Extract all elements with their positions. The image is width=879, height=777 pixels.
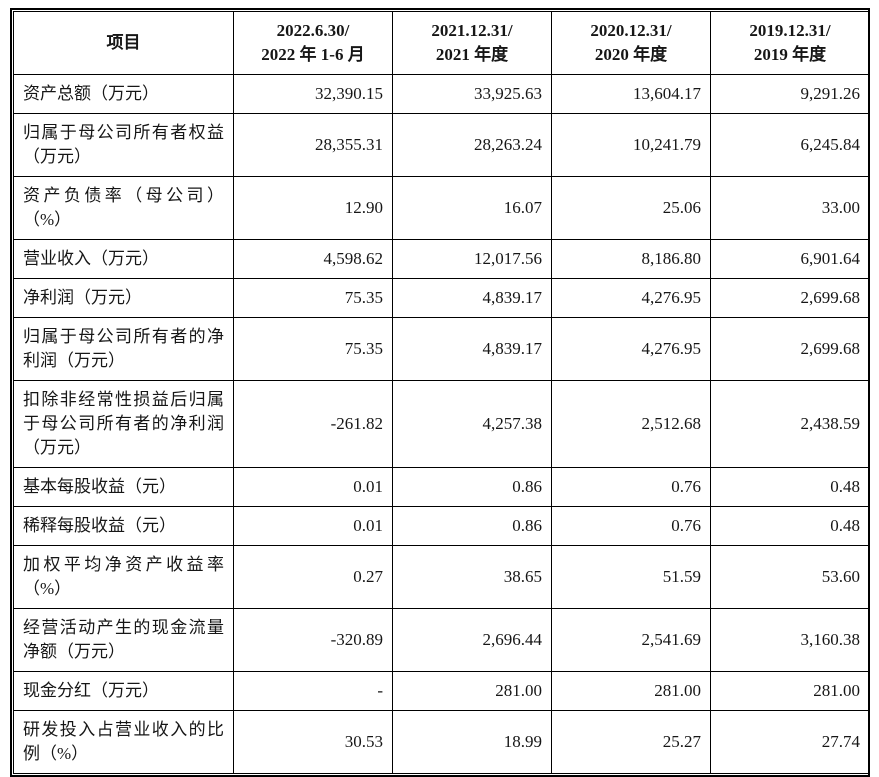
value-cell: 16.07 [392,176,552,240]
value-cell: 4,839.17 [392,278,552,318]
value-cell: 25.06 [551,176,711,240]
value-cell: 2,541.69 [551,608,711,672]
header-period-2020-date: 2020.12.31/ [590,21,672,40]
header-period-2021-date: 2021.12.31/ [431,21,513,40]
value-cell: 4,276.95 [551,317,711,381]
table-row-diluted-eps: 稀释每股收益（元） 0.01 0.86 0.76 0.48 [13,506,870,546]
header-period-2019-date: 2019.12.31/ [749,21,831,40]
value-cell: 9,291.26 [710,74,870,114]
value-cell: 281.00 [710,671,870,711]
value-cell: 53.60 [710,545,870,609]
value-cell: 2,699.68 [710,278,870,318]
value-cell: 32,390.15 [233,74,393,114]
value-cell: 0.76 [551,467,711,507]
value-cell: 0.27 [233,545,393,609]
row-label: 净利润（万元） [13,278,234,318]
row-label: 营业收入（万元） [13,239,234,279]
row-label: 资产总额（万元） [13,74,234,114]
value-cell: 30.53 [233,710,393,774]
value-cell: 6,901.64 [710,239,870,279]
row-label: 归属于母公司所有者的净利润（万元） [13,317,234,381]
value-cell: 4,276.95 [551,278,711,318]
value-cell: 28,355.31 [233,113,393,177]
value-cell: 0.01 [233,506,393,546]
value-cell: 3,160.38 [710,608,870,672]
value-cell: 8,186.80 [551,239,711,279]
value-cell: 12,017.56 [392,239,552,279]
header-period-2022: 2022.6.30/ 2022 年 1-6 月 [233,11,393,75]
header-period-2019: 2019.12.31/ 2019 年度 [710,11,870,75]
header-period-2020: 2020.12.31/ 2020 年度 [551,11,711,75]
value-cell: 2,696.44 [392,608,552,672]
value-cell: 2,512.68 [551,380,711,468]
table-row-rd-ratio: 研发投入占营业收入的比例（%） 30.53 18.99 25.27 27.74 [13,710,870,774]
value-cell: -320.89 [233,608,393,672]
table-row-revenue: 营业收入（万元） 4,598.62 12,017.56 8,186.80 6,9… [13,239,870,279]
value-cell: 0.76 [551,506,711,546]
value-cell: 0.86 [392,467,552,507]
value-cell: 281.00 [551,671,711,711]
value-cell: 38.65 [392,545,552,609]
table-row-parent-equity: 归属于母公司所有者权益（万元） 28,355.31 28,263.24 10,2… [13,113,870,177]
value-cell: 12.90 [233,176,393,240]
header-item: 项目 [13,11,234,75]
row-label: 经营活动产生的现金流量净额（万元） [13,608,234,672]
financial-summary-table: 项目 2022.6.30/ 2022 年 1-6 月 2021.12.31/ 2… [13,11,870,774]
value-cell: 6,245.84 [710,113,870,177]
value-cell: 27.74 [710,710,870,774]
value-cell: 2,699.68 [710,317,870,381]
row-label: 研发投入占营业收入的比例（%） [13,710,234,774]
table-row-parent-net-profit: 归属于母公司所有者的净利润（万元） 75.35 4,839.17 4,276.9… [13,317,870,381]
table-row-total-assets: 资产总额（万元） 32,390.15 33,925.63 13,604.17 9… [13,74,870,114]
header-period-2020-span: 2020 年度 [594,45,668,64]
value-cell: 2,438.59 [710,380,870,468]
value-cell: 33,925.63 [392,74,552,114]
row-label: 加权平均净资产收益率（%） [13,545,234,609]
header-row: 项目 2022.6.30/ 2022 年 1-6 月 2021.12.31/ 2… [13,11,870,75]
table-row-deducted-net-profit: 扣除非经常性损益后归属于母公司所有者的净利润（万元） -261.82 4,257… [13,380,870,468]
value-cell: 18.99 [392,710,552,774]
table-row-debt-ratio: 资产负债率（母公司）（%） 12.90 16.07 25.06 33.00 [13,176,870,240]
table-row-operating-cashflow: 经营活动产生的现金流量净额（万元） -320.89 2,696.44 2,541… [13,608,870,672]
header-period-2022-span: 2022 年 1-6 月 [261,45,365,64]
header-period-2022-date: 2022.6.30/ [276,21,350,40]
header-period-2021-span: 2021 年度 [435,45,509,64]
header-period-2021: 2021.12.31/ 2021 年度 [392,11,552,75]
value-cell: 0.48 [710,467,870,507]
row-label: 稀释每股收益（元） [13,506,234,546]
value-cell: 281.00 [392,671,552,711]
row-label: 基本每股收益（元） [13,467,234,507]
value-cell: 10,241.79 [551,113,711,177]
header-period-2019-span: 2019 年度 [753,45,827,64]
value-cell: 75.35 [233,278,393,318]
value-cell: 4,839.17 [392,317,552,381]
value-cell: 0.48 [710,506,870,546]
value-cell: 13,604.17 [551,74,711,114]
row-label: 资产负债率（母公司）（%） [13,176,234,240]
value-cell: 28,263.24 [392,113,552,177]
table-row-net-profit: 净利润（万元） 75.35 4,839.17 4,276.95 2,699.68 [13,278,870,318]
table-row-basic-eps: 基本每股收益（元） 0.01 0.86 0.76 0.48 [13,467,870,507]
value-cell: -261.82 [233,380,393,468]
table-outer-border: 项目 2022.6.30/ 2022 年 1-6 月 2021.12.31/ 2… [10,8,870,777]
value-cell: 75.35 [233,317,393,381]
value-cell: 25.27 [551,710,711,774]
row-label: 扣除非经常性损益后归属于母公司所有者的净利润（万元） [13,380,234,468]
value-cell: - [233,671,393,711]
value-cell: 33.00 [710,176,870,240]
value-cell: 51.59 [551,545,711,609]
value-cell: 0.01 [233,467,393,507]
value-cell: 4,257.38 [392,380,552,468]
row-label: 归属于母公司所有者权益（万元） [13,113,234,177]
table-row-cash-dividend: 现金分红（万元） - 281.00 281.00 281.00 [13,671,870,711]
row-label: 现金分红（万元） [13,671,234,711]
table-row-weighted-roe: 加权平均净资产收益率（%） 0.27 38.65 51.59 53.60 [13,545,870,609]
value-cell: 4,598.62 [233,239,393,279]
value-cell: 0.86 [392,506,552,546]
